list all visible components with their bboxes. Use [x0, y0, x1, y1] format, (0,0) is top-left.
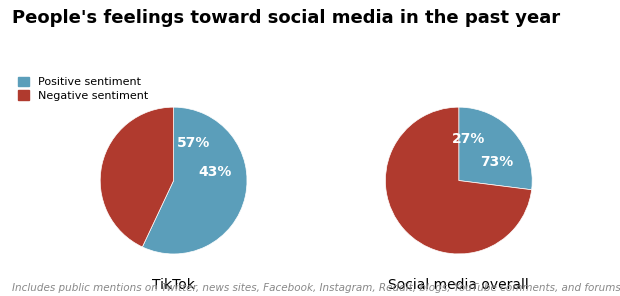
Text: 73%: 73%: [480, 155, 513, 168]
Wedge shape: [459, 107, 532, 190]
Wedge shape: [386, 107, 531, 254]
Wedge shape: [100, 107, 174, 247]
Legend: Positive sentiment, Negative sentiment: Positive sentiment, Negative sentiment: [18, 77, 148, 101]
Text: 43%: 43%: [198, 165, 232, 179]
X-axis label: TikTok: TikTok: [152, 278, 195, 292]
Text: 27%: 27%: [452, 132, 485, 146]
Text: 57%: 57%: [177, 136, 211, 150]
Text: Includes public mentions on Twitter, news sites, Facebook, Instagram, Reddit, bl: Includes public mentions on Twitter, new…: [12, 283, 620, 293]
Wedge shape: [143, 107, 247, 254]
X-axis label: Social media overall: Social media overall: [388, 278, 529, 292]
Text: People's feelings toward social media in the past year: People's feelings toward social media in…: [12, 9, 560, 27]
